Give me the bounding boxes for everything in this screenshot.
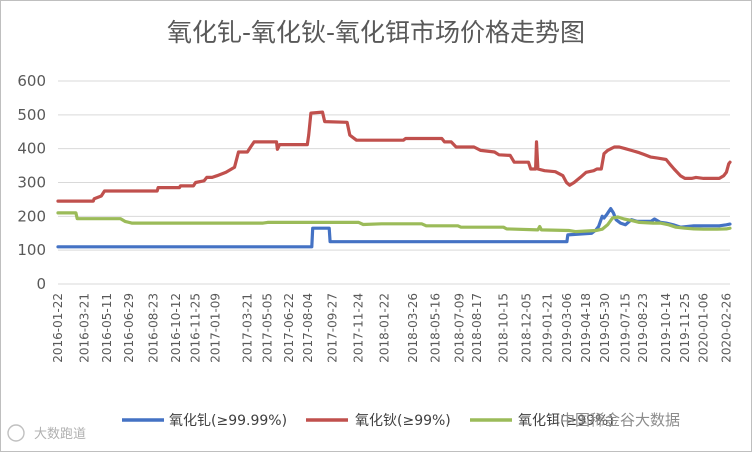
x-tick-label: 2018-05-16 (429, 293, 443, 363)
watermark-left: 大数跑道 (7, 424, 86, 442)
x-tick-label: 2019-07-15 (618, 293, 632, 363)
x-tick-label: 2019-11-25 (678, 293, 692, 363)
x-tick-label: 2017-06-22 (282, 293, 296, 363)
y-tick-label: 300 (17, 174, 46, 192)
x-tick-label: 2020-01-06 (697, 293, 711, 363)
x-tick-label: 2016-06-29 (122, 293, 136, 363)
x-tick-label: 2018-12-05 (519, 293, 533, 363)
x-tick-label: 2019-05-30 (598, 293, 612, 363)
x-tick-label: 2016-01-22 (51, 293, 65, 363)
x-tick-label: 2018-07-09 (453, 293, 467, 363)
series-lines (56, 110, 732, 249)
legend: 氧化钆(≥99.99%) 氧化钬(≥99%) 氧化铒(≥99%)中国稀金谷大数据 (122, 411, 680, 429)
legend-label-2: 氧化钬(≥99%) (355, 413, 451, 429)
series-line-3 (56, 211, 732, 234)
legend-label-1: 氧化钆(≥99.99%) (169, 413, 287, 429)
y-tick-label: 400 (17, 140, 46, 158)
x-tick-label: 2020-02-26 (719, 293, 733, 363)
x-tick-label: 2018-03-26 (406, 293, 420, 363)
watermark-left-text: 大数跑道 (34, 427, 86, 442)
x-tick-label: 2019-01-21 (540, 293, 554, 363)
x-tick-label: 2019-10-14 (659, 293, 673, 363)
y-tick-label: 200 (17, 207, 46, 225)
y-tick-label: 500 (17, 106, 46, 124)
y-tick-label: 600 (17, 72, 46, 90)
x-tick-label: 2016-03-21 (77, 293, 91, 363)
series-line-2 (56, 110, 732, 203)
y-tick-label: 0 (36, 275, 46, 293)
x-tick-label: 2016-05-11 (100, 293, 114, 363)
watermark-logo-icon (7, 424, 25, 442)
series-line-1 (56, 207, 732, 249)
legend-label-3: 氧化铒(≥99%) (518, 413, 614, 429)
x-tick-label: 2016-10-12 (169, 293, 183, 363)
x-tick-label: 2016-11-25 (189, 293, 203, 363)
x-tick-label: 2017-03-21 (240, 293, 254, 363)
x-tick-label: 2019-04-18 (579, 293, 593, 363)
grid-lines (58, 80, 730, 285)
x-tick-label: 2018-08-17 (470, 293, 484, 363)
x-tick-label: 2018-10-15 (496, 293, 510, 363)
chart-title: 氧化钆-氧化钬-氧化铒市场价格走势图 (167, 18, 585, 47)
x-tick-label: 2017-09-27 (325, 293, 339, 363)
x-tick-label: 2019-03-06 (560, 293, 574, 363)
x-axis-ticks: 2016-01-22 2016-03-21 2016-05-11 2016-06-29… (51, 293, 733, 363)
watermark-right-text: 中国稀金谷大数据 (560, 411, 680, 429)
x-tick-label: 2017-08-04 (301, 293, 315, 363)
x-tick-label: 2017-11-24 (351, 293, 365, 363)
x-tick-label: 2017-05-05 (261, 293, 275, 363)
y-axis-ticks: 0 100 200 300 400 500 600 (17, 72, 46, 293)
x-tick-label: 2018-01-22 (378, 293, 392, 363)
x-tick-label: 2019-08-23 (636, 293, 650, 363)
x-tick-label: 2017-01-09 (209, 293, 223, 363)
x-tick-label: 2016-08-23 (147, 293, 161, 363)
y-tick-label: 100 (17, 241, 46, 259)
